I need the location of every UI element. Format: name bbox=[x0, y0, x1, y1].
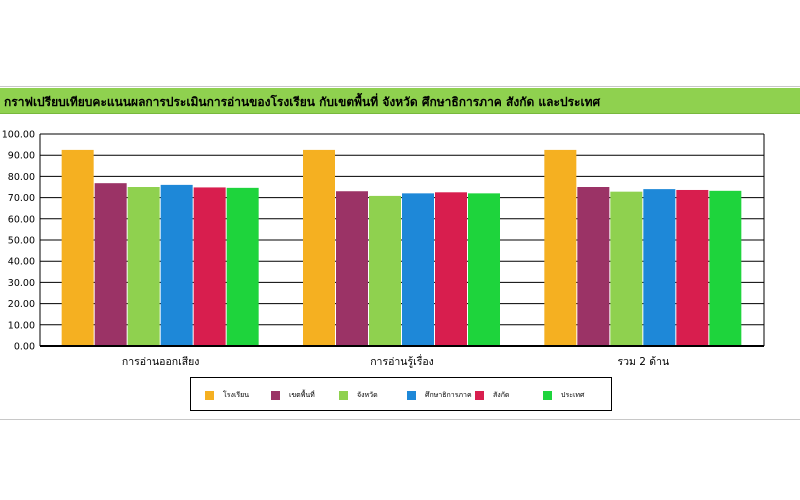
bar bbox=[94, 183, 127, 346]
y-tick-label: 90.00 bbox=[8, 151, 35, 162]
chart-title: กราฟเปรียบเทียบคะแนนผลการประเมินการอ่านข… bbox=[4, 95, 601, 109]
legend-swatch bbox=[543, 391, 552, 400]
legend-label: ศึกษาธิการภาค bbox=[425, 391, 472, 399]
legend-swatch bbox=[205, 391, 214, 400]
y-tick-label: 30.00 bbox=[8, 278, 35, 289]
bar bbox=[336, 191, 368, 346]
bar bbox=[577, 187, 610, 346]
top-divider bbox=[0, 86, 800, 87]
bar bbox=[709, 190, 742, 346]
y-tick-label: 100.00 bbox=[2, 130, 35, 141]
bar-chart: 0.00 10.00 20.00 30.00 40.00 50.00 60.00 70.00 8… bbox=[2, 130, 765, 368]
legend-label: ประเทศ bbox=[561, 391, 585, 399]
bar bbox=[303, 149, 335, 346]
legend-label: เขตพื้นที่ bbox=[289, 391, 315, 399]
title-bar: กราฟเปรียบเทียบคะแนนผลการประเมินการอ่านข… bbox=[0, 88, 800, 114]
y-tick-label: 70.00 bbox=[8, 193, 35, 204]
y-tick-label: 60.00 bbox=[8, 214, 35, 225]
bottom-divider bbox=[0, 419, 800, 420]
bar bbox=[402, 193, 434, 346]
legend-swatch bbox=[271, 391, 280, 400]
bar bbox=[643, 189, 676, 346]
legend-swatch bbox=[407, 391, 416, 400]
x-tick-label: การอ่านออกเสียง bbox=[122, 355, 200, 368]
bar bbox=[127, 187, 160, 346]
legend-swatch bbox=[475, 391, 484, 400]
bar bbox=[610, 191, 643, 346]
y-tick-label: 10.00 bbox=[8, 320, 35, 331]
bar bbox=[544, 149, 577, 346]
legend-label: โรงเรียน bbox=[223, 391, 249, 399]
legend-swatch bbox=[339, 391, 348, 400]
y-tick-label: 20.00 bbox=[8, 299, 35, 310]
y-tick-label: 80.00 bbox=[8, 172, 35, 183]
y-tick-label: 0.00 bbox=[14, 342, 35, 353]
legend-label: สังกัด bbox=[493, 391, 510, 399]
x-tick-label: รวม 2 ด้าน bbox=[617, 356, 669, 368]
y-tick-label: 50.00 bbox=[8, 236, 35, 247]
legend-label: จังหวัด bbox=[357, 391, 378, 399]
x-tick-label: การอ่านรู้เรื่อง bbox=[370, 354, 434, 368]
bar bbox=[160, 184, 193, 346]
bar bbox=[676, 189, 709, 346]
bar bbox=[369, 195, 401, 346]
bar bbox=[193, 187, 226, 346]
bar bbox=[61, 149, 94, 346]
chart-legend: โรงเรียน เขตพื้นที่ จังหวัด ศึกษาธิการภา… bbox=[190, 377, 612, 411]
bar bbox=[435, 192, 467, 346]
bar bbox=[226, 187, 259, 346]
y-tick-label: 40.00 bbox=[8, 257, 35, 268]
bar bbox=[468, 193, 500, 346]
